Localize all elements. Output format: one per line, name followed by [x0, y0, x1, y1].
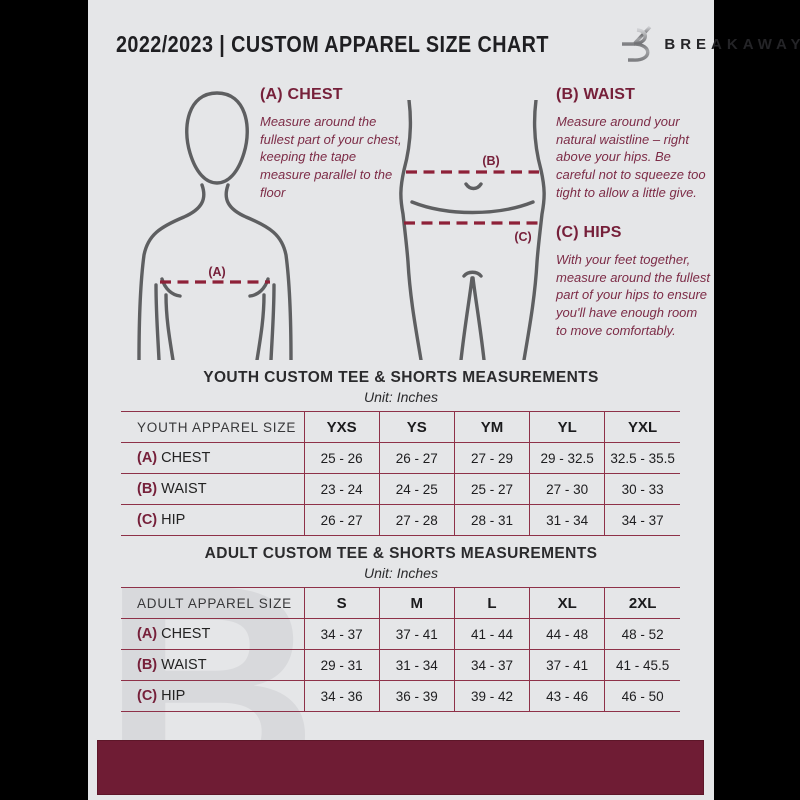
waist-line-label: (B)	[482, 154, 499, 168]
measurement-value: 31 - 34	[378, 649, 455, 681]
measurement-value: 31 - 34	[529, 504, 605, 536]
table-header-row: YOUTH APPAREL SIZE YXS YS YM YL YXL	[121, 411, 680, 443]
adult-table-unit: Unit: Inches	[364, 565, 438, 581]
measurement-value: 27 - 29	[453, 442, 530, 474]
size-column-header: YXL	[604, 411, 680, 443]
row-prefix: (A)	[137, 626, 158, 642]
brand-name: BREAKAWAY	[664, 35, 800, 53]
youth-size-table: YOUTH APPAREL SIZE YXS YS YM YL YXL (A) CHEST 2…	[121, 411, 680, 536]
measurement-value: 43 - 46	[529, 680, 605, 712]
measurement-value: 29 - 32.5	[529, 442, 605, 474]
measurement-value: 48 - 52	[604, 618, 680, 650]
brand-block: BREAKAWAY	[619, 24, 800, 64]
apparel-size-header: ADULT APPAREL SIZE	[121, 587, 304, 619]
measurement-value: 28 - 31	[453, 504, 530, 536]
measurement-value: 34 - 36	[303, 680, 380, 712]
waist-instruction-block: (B) WAIST Measure around your natural wa…	[556, 86, 706, 201]
measurement-value: 44 - 48	[529, 618, 605, 650]
measurement-value: 23 - 24	[303, 473, 380, 505]
row-prefix: (B)	[137, 657, 158, 673]
measurement-value: 25 - 26	[303, 442, 380, 474]
youth-table-title: YOUTH CUSTOM TEE & SHORTS MEASUREMENTS	[203, 369, 599, 386]
waist-instruction-text: Measure around your natural waistline – …	[556, 114, 706, 200]
document-header: 2022/2023 | CUSTOM APPAREL SIZE CHART	[116, 24, 800, 64]
measurement-value: 26 - 27	[378, 442, 455, 474]
footer-bar	[97, 740, 704, 795]
measurement-row: (C) HIP 26 - 27 27 - 28 28 - 31 31 - 34 34 - …	[121, 504, 680, 536]
size-column-header: YM	[453, 411, 530, 443]
size-column-header: YL	[529, 411, 605, 443]
measurement-value: 37 - 41	[378, 618, 455, 650]
measurement-value: 34 - 37	[453, 649, 530, 681]
measurement-value: 26 - 27	[303, 504, 380, 536]
breakaway-logo-icon	[622, 25, 652, 62]
chest-line-label: (A)	[208, 265, 225, 279]
torso-silhouette: (A)	[137, 91, 293, 360]
size-column-header: YS	[378, 411, 455, 443]
measurement-value: 34 - 37	[604, 504, 680, 536]
row-label: (B) WAIST	[121, 473, 304, 505]
measurement-row: (C) HIP 34 - 36 36 - 39 39 - 42 43 - 46 46 - …	[121, 680, 680, 712]
row-label: (C) HIP	[121, 680, 304, 712]
row-prefix: (C)	[137, 512, 158, 528]
measurement-value: 27 - 30	[529, 473, 605, 505]
adult-table-title: ADULT CUSTOM TEE & SHORTS MEASUREMENTS	[204, 545, 598, 562]
lower-body-silhouette: (B) (C)	[399, 100, 546, 360]
measurement-value: 36 - 39	[378, 680, 455, 712]
measurement-row: (A) CHEST 25 - 26 26 - 27 27 - 29 29 - 32.5 3…	[121, 442, 680, 474]
measurement-value: 32.5 - 35.5	[604, 442, 680, 474]
size-chart-page: B 2022/2023 | CUSTOM APPAREL SIZE CHART	[88, 0, 800, 800]
document-title: 2022/2023 | CUSTOM APPAREL SIZE CHART	[116, 30, 549, 57]
measurement-value: 46 - 50	[604, 680, 680, 712]
chest-instruction-block: (A) CHEST Measure around the fullest par…	[260, 86, 402, 201]
waist-instruction-heading: (B) WAIST	[556, 86, 636, 103]
row-label: (A) CHEST	[121, 618, 304, 650]
measurement-row: (B) WAIST 23 - 24 24 - 25 25 - 27 27 - 30 30 …	[121, 473, 680, 505]
row-prefix: (B)	[137, 481, 158, 497]
apparel-size-header: YOUTH APPAREL SIZE	[121, 411, 304, 443]
size-column-header: S	[303, 587, 380, 619]
measurement-value: 27 - 28	[378, 504, 455, 536]
size-column-header: XL	[529, 587, 605, 619]
size-column-header: YXS	[303, 411, 380, 443]
size-column-header: L	[453, 587, 530, 619]
adult-size-table: ADULT APPAREL SIZE S M L XL 2XL (A) CHEST 34 - …	[121, 587, 680, 712]
row-prefix: (C)	[137, 688, 158, 704]
row-prefix: (A)	[137, 450, 158, 466]
row-label: (B) WAIST	[121, 649, 304, 681]
row-label: (C) HIP	[121, 504, 304, 536]
measurement-row: (A) CHEST 34 - 37 37 - 41 41 - 44 44 - 48 48 …	[121, 618, 680, 650]
hip-crease-line	[410, 200, 535, 215]
measurement-value: 34 - 37	[303, 618, 380, 650]
measurement-value: 37 - 41	[529, 649, 605, 681]
measurement-value: 29 - 31	[303, 649, 380, 681]
table-header-row: ADULT APPAREL SIZE S M L XL 2XL	[121, 587, 680, 619]
chest-instruction-heading: (A) CHEST	[260, 86, 343, 103]
hips-instruction-text: With your feet together, measure around …	[556, 252, 710, 338]
measurement-value: 25 - 27	[453, 473, 530, 505]
measurement-value: 24 - 25	[378, 473, 455, 505]
measurement-value: 39 - 42	[453, 680, 530, 712]
row-label: (A) CHEST	[121, 442, 304, 474]
chest-instruction-text: Measure around the fullest part of your …	[260, 114, 402, 200]
size-column-header: M	[378, 587, 455, 619]
hip-line-label: (C)	[514, 230, 531, 244]
measurement-row: (B) WAIST 29 - 31 31 - 34 34 - 37 37 - 41 41 …	[121, 649, 680, 681]
measurement-value: 41 - 44	[453, 618, 530, 650]
hips-instruction-heading: (C) HIPS	[556, 224, 622, 241]
logo-b-bowls	[628, 28, 650, 62]
youth-table-unit: Unit: Inches	[364, 389, 438, 405]
torso-outline	[137, 91, 293, 360]
measurement-value: 30 - 33	[604, 473, 680, 505]
lower-body-outline	[399, 100, 546, 360]
navel-mark	[464, 182, 483, 191]
hips-instruction-block: (C) HIPS With your feet together, measur…	[556, 224, 710, 339]
measurement-value: 41 - 45.5	[604, 649, 680, 681]
size-column-header: 2XL	[604, 587, 680, 619]
